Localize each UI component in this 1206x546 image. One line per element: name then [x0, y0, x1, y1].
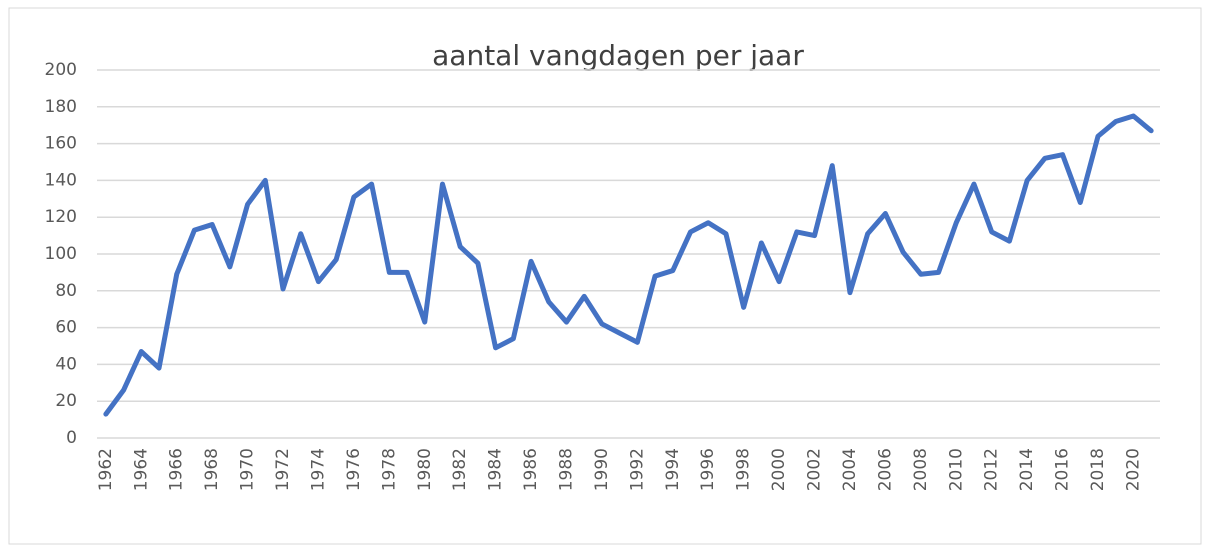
- y-tick-label: 200: [45, 60, 77, 80]
- y-tick-label: 140: [45, 170, 77, 190]
- x-tick-label: 2002: [805, 448, 825, 491]
- x-tick-label: 2008: [911, 448, 931, 491]
- x-tick-label: 1998: [734, 448, 754, 491]
- y-tick-label: 40: [55, 354, 77, 374]
- x-tick-label: 2006: [875, 448, 895, 491]
- y-tick-label: 60: [55, 318, 77, 338]
- x-tick-label: 2004: [840, 448, 860, 491]
- x-tick-label: 1994: [663, 448, 683, 491]
- x-tick-label: 1988: [556, 448, 576, 491]
- data-line: [103, 113, 1154, 417]
- x-tick-label: 1978: [379, 448, 399, 491]
- x-tick-label: 1970: [238, 448, 258, 491]
- x-tick-label: 1990: [592, 448, 612, 491]
- x-tick-label: 2014: [1017, 448, 1037, 491]
- x-tick-label: 1962: [96, 448, 116, 491]
- y-tick-label: 0: [66, 428, 77, 448]
- y-tick-label: 120: [45, 207, 77, 227]
- x-tick-label: 1968: [202, 448, 222, 491]
- x-tick-label: 2010: [946, 448, 966, 491]
- x-tick-label: 1980: [415, 448, 435, 491]
- x-tick-label: 2016: [1053, 448, 1073, 491]
- y-tick-label: 80: [55, 281, 77, 301]
- x-tick-label: 1982: [450, 448, 470, 491]
- chart-frame: [8, 7, 1202, 545]
- x-tick-label: 1996: [698, 448, 718, 491]
- chart-title: aantal vangdagen per jaar: [432, 39, 804, 72]
- x-tick-label: 1974: [308, 448, 328, 491]
- x-tick-label: 1966: [167, 448, 187, 491]
- x-tick-label: 1972: [273, 448, 293, 491]
- y-tick-label: 160: [45, 134, 77, 154]
- x-tick-label: 2020: [1123, 448, 1143, 491]
- y-tick-label: 20: [55, 391, 77, 411]
- x-tick-label: 1984: [486, 448, 506, 491]
- y-tick-label: 180: [45, 97, 77, 117]
- x-tick-label: 1992: [627, 448, 647, 491]
- x-tick-label: 2012: [982, 448, 1002, 491]
- y-tick-label: 100: [45, 244, 77, 264]
- x-tick-label: 1976: [344, 448, 364, 491]
- x-tick-label: 2000: [769, 448, 789, 491]
- x-tick-label: 1986: [521, 448, 541, 491]
- x-tick-label: 1964: [131, 448, 151, 491]
- x-tick-label: 2018: [1088, 448, 1108, 491]
